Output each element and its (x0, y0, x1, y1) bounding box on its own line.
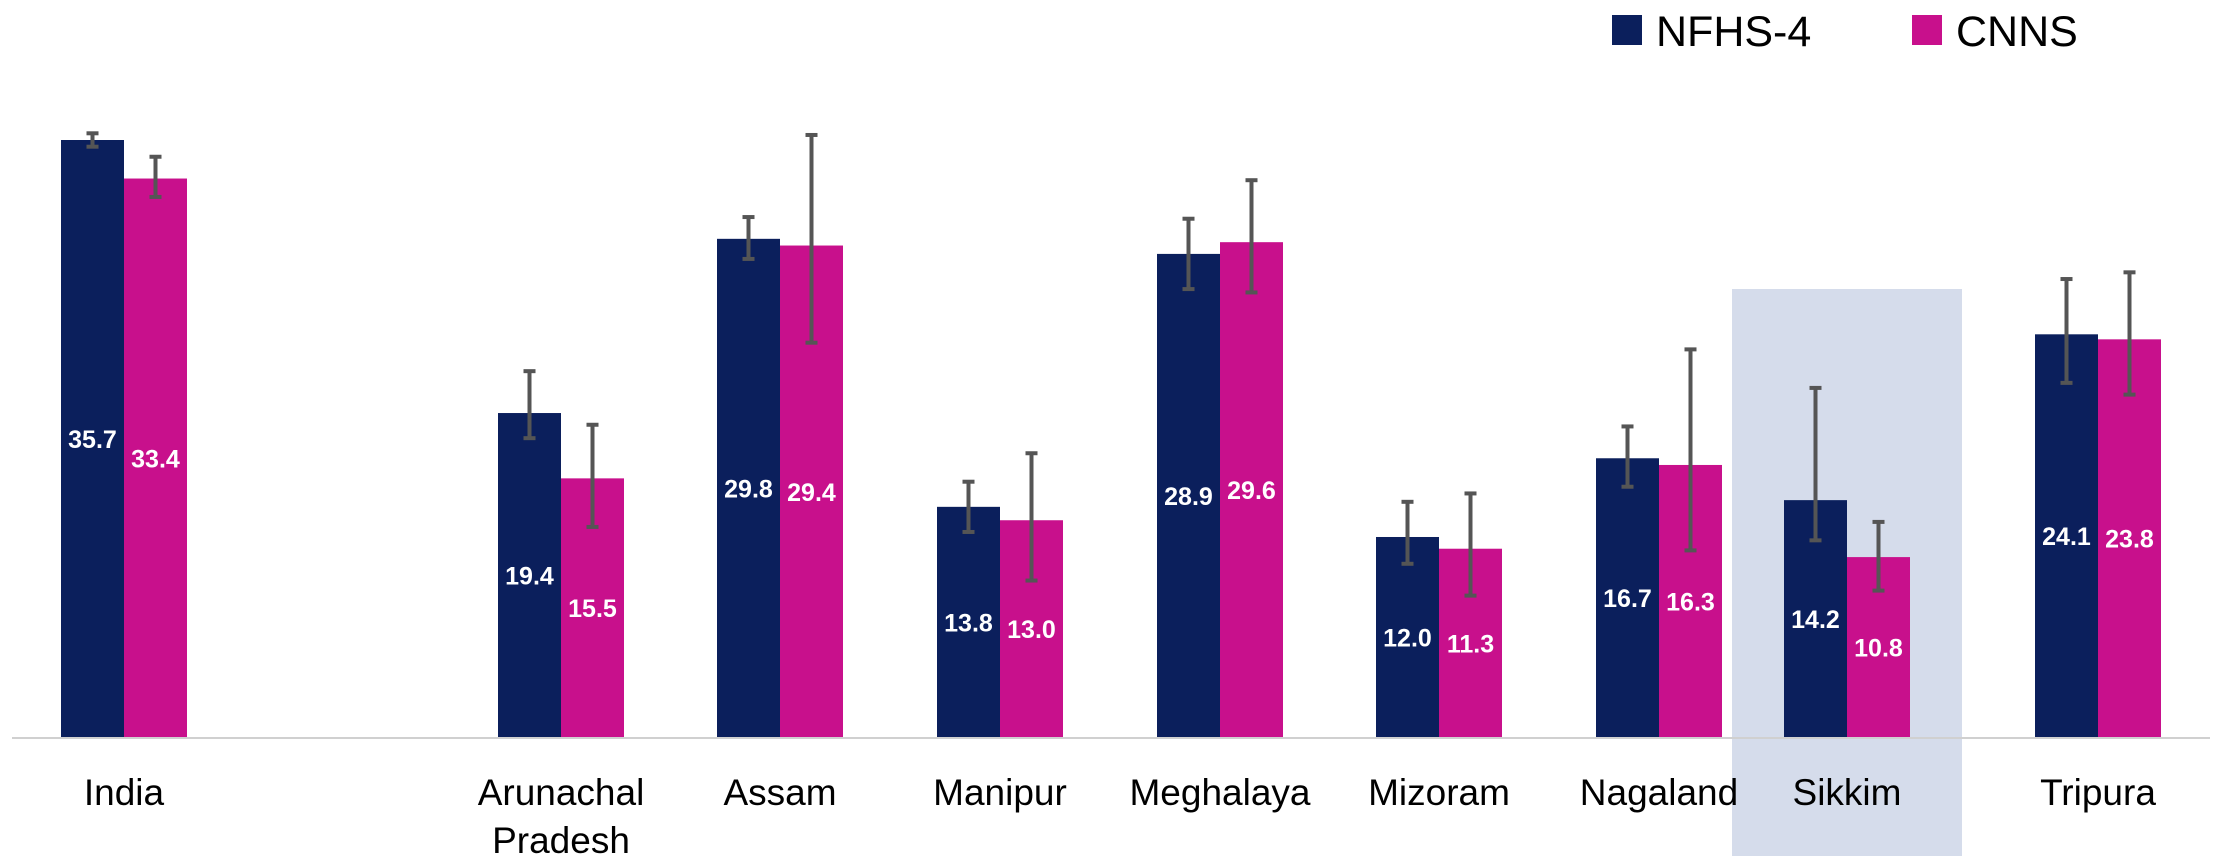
category-label-sikkim: Sikkim (1793, 772, 1902, 813)
error-bar-nfhs-4-tripura (2060, 277, 2073, 385)
error-bar-nfhs-4-india (86, 131, 99, 149)
value-label-cnns-mizoram: 11.3 (1447, 630, 1494, 658)
value-label-cnns-nagaland: 16.3 (1666, 588, 1715, 616)
error-bar-cnns-india (149, 154, 162, 199)
bar-cnns-tripura (2098, 339, 2161, 738)
error-bar-cnns-assam (805, 132, 818, 345)
error-bar-nfhs-4-manipur (962, 479, 975, 534)
value-label-nfhs-4-meghalaya: 28.9 (1164, 483, 1213, 511)
value-label-nfhs-4-assam: 29.8 (724, 475, 773, 503)
bars-layer (61, 140, 2161, 739)
category-label-mizoram: Mizoram (1368, 772, 1510, 813)
error-bar-nfhs-4-mizoram (1401, 499, 1414, 566)
value-label-cnns-manipur: 13.0 (1007, 616, 1056, 644)
category-label-manipur: Manipur (933, 772, 1067, 813)
value-labels-layer: 35.7 33.4 19.4 15.5 29.8 29.4 13.8 13.0 28.9 29.6… (68, 426, 2154, 663)
error-bars-layer (86, 131, 2136, 598)
error-bar-cnns-manipur (1025, 451, 1038, 583)
bar-nfhs-4-manipur (937, 506, 1000, 738)
bar-nfhs-4-nagaland (1596, 458, 1659, 738)
value-label-cnns-meghalaya: 29.6 (1227, 477, 1276, 505)
error-bar-cnns-tripura (2123, 270, 2136, 397)
bar-nfhs-4-tripura (2035, 334, 2098, 738)
legend-swatch-nfhs4 (1612, 15, 1642, 45)
value-label-cnns-tripura: 23.8 (2105, 526, 2154, 554)
error-bar-cnns-mizoram (1464, 491, 1477, 598)
error-bar-cnns-arunachal-pradesh (586, 422, 599, 529)
bar-cnns-meghalaya (1220, 242, 1283, 739)
legend-label-nfhs4: NFHS-4 (1656, 8, 1811, 56)
error-bar-cnns-nagaland (1684, 347, 1697, 553)
bar-nfhs-4-india (61, 140, 124, 738)
bar-nfhs-4-assam (717, 238, 780, 738)
category-label-arunachal-pradesh: Arunachal Pradesh (478, 772, 645, 856)
value-label-cnns-sikkim: 10.8 (1854, 635, 1903, 663)
value-label-nfhs-4-tripura: 24.1 (2042, 523, 2091, 551)
category-label-assam: Assam (723, 772, 836, 813)
value-label-nfhs-4-nagaland: 16.7 (1603, 585, 1652, 613)
category-label-india: India (84, 772, 165, 813)
category-label-nagaland: Nagaland (1580, 772, 1738, 813)
error-bar-nfhs-4-nagaland (1621, 424, 1634, 489)
value-label-nfhs-4-arunachal-pradesh: 19.4 (505, 563, 554, 591)
category-label-tripura: Tripura (2040, 772, 2156, 813)
error-bar-nfhs-4-arunachal-pradesh (523, 369, 536, 441)
bar-nfhs-4-meghalaya (1157, 253, 1220, 738)
value-label-nfhs-4-mizoram: 12.0 (1383, 624, 1432, 652)
error-bar-nfhs-4-assam (742, 215, 755, 261)
value-label-nfhs-4-sikkim: 14.2 (1791, 606, 1840, 634)
value-label-cnns-assam: 29.4 (787, 479, 836, 507)
error-bar-nfhs-4-meghalaya (1182, 216, 1195, 292)
legend-swatch-cnns (1912, 15, 1942, 45)
bar-cnns-india (124, 178, 187, 738)
category-labels-layer: India Arunachal Pradesh Assam Manipur Meghala… (84, 772, 2156, 856)
legend: NFHS-4 CNNS (1612, 8, 2078, 56)
category-label-meghalaya: Meghalaya (1129, 772, 1310, 813)
value-label-nfhs-4-manipur: 13.8 (944, 609, 993, 637)
bar-nfhs-4-mizoram (1376, 536, 1439, 738)
bar-nfhs-4-arunachal-pradesh (498, 413, 561, 738)
legend-label-cnns: CNNS (1956, 8, 2078, 56)
error-bar-nfhs-4-sikkim (1809, 385, 1822, 543)
value-label-cnns-india: 33.4 (131, 445, 180, 473)
value-label-cnns-arunachal-pradesh: 15.5 (568, 595, 617, 623)
value-label-nfhs-4-india: 35.7 (68, 426, 117, 454)
error-bar-cnns-sikkim (1872, 519, 1885, 593)
error-bar-cnns-meghalaya (1245, 178, 1258, 295)
